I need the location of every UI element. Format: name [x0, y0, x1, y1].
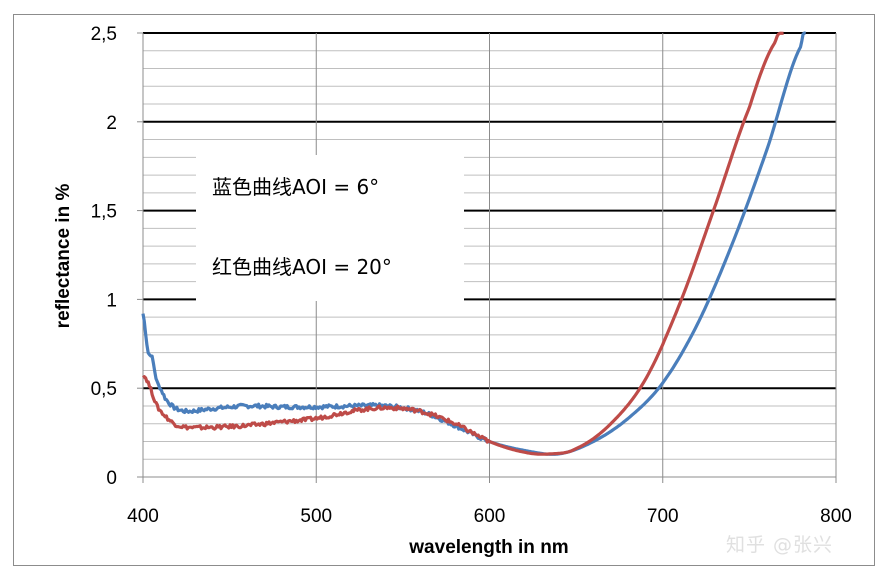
- x-tick-label: 500: [300, 506, 332, 527]
- legend-entry-red: 红色曲线AOI = 20°: [212, 255, 392, 279]
- series-layer: [141, 31, 807, 456]
- y-tick-label: 1: [106, 290, 117, 311]
- y-tick-label: 2,5: [91, 24, 117, 45]
- y-tick-label: 1,5: [91, 202, 117, 223]
- x-tick-label: 400: [127, 506, 159, 527]
- x-tick-label: 600: [474, 506, 506, 527]
- series-line-red: [142, 31, 784, 456]
- y-tick-label: 0: [106, 468, 117, 489]
- legend: 蓝色曲线AOI = 6° 红色曲线AOI = 20°: [196, 155, 464, 301]
- y-axis-title: reflectance in %: [53, 184, 74, 329]
- y-tick-label: 0,5: [91, 379, 117, 400]
- x-axis-title: wavelength in nm: [408, 537, 568, 558]
- x-tick-label: 800: [820, 506, 852, 527]
- watermark-text: 知乎 @张兴: [726, 534, 834, 556]
- x-tick-labels: 400 500 600 700 800: [127, 506, 852, 527]
- y-tick-labels: 0 0,5 1 1,5 2 2,5: [91, 24, 117, 489]
- y-tick-label: 2: [106, 113, 117, 134]
- legend-entry-blue: 蓝色曲线AOI = 6°: [212, 175, 380, 199]
- x-tick-label: 700: [647, 506, 679, 527]
